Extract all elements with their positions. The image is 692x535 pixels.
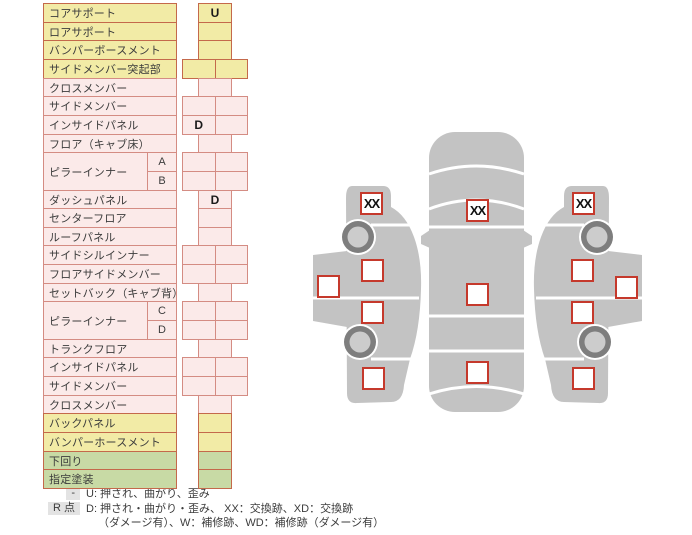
damage-cell (198, 227, 232, 246)
damage-cell-left (183, 321, 215, 339)
car-right-side-view (311, 184, 423, 405)
part-label: ピラーインナー (43, 152, 148, 191)
damage-cell (182, 171, 248, 191)
damage-cell (198, 451, 232, 470)
damage-cell-left (183, 377, 215, 395)
damage-cell (198, 40, 232, 60)
damage-cell (198, 395, 232, 414)
legend-text-d: D: 押され・曲がり・歪み、 XX：交換跡、XD：交換跡 （ダメージ有）、W：補… (86, 502, 416, 530)
part-label: 下回り (43, 451, 177, 470)
damage-cell-right (214, 116, 248, 134)
part-sub-label: D (147, 320, 177, 340)
legend-text-line2: （ダメージ有）、W：補修跡、WD：補修跡（ダメージ有） (98, 517, 385, 529)
part-label: セットバック（キャブ背） (43, 283, 177, 302)
parts-damage-table: コアサポート U ロアサポート バンパーボースメント サイドメンバー突起部 クロスメンバー… (0, 0, 260, 490)
damage-cell (182, 245, 248, 265)
damage-cell (198, 22, 232, 41)
part-label: ルーフパネル (43, 227, 177, 246)
part-label: サイドメンバー (43, 376, 177, 396)
damage-cell (198, 283, 232, 302)
damage-cell (198, 413, 232, 433)
part-label: サイドシルインナー (43, 245, 177, 265)
damage-cell-left (183, 172, 215, 190)
part-label: 指定塗装 (43, 469, 177, 489)
part-label: フロア（キャブ床） (43, 134, 177, 153)
legend-badge-minor: - (66, 487, 80, 500)
damage-cell (198, 78, 232, 97)
legend-text-u: U: 押され、曲がり、歪み (86, 488, 210, 500)
part-label: バンパーボースメント (43, 40, 177, 60)
damage-cell-right (214, 302, 248, 320)
damage-cell-left (183, 302, 215, 320)
car-top-view (421, 132, 532, 412)
part-sub-label: C (147, 301, 177, 321)
car-left-side-view (532, 184, 644, 405)
part-label: ロアサポート (43, 22, 177, 41)
damage-cell-right (214, 246, 248, 264)
part-label: センターフロア (43, 208, 177, 228)
part-label: クロスメンバー (43, 78, 177, 97)
part-label: インサイドパネル (43, 357, 177, 377)
part-label: サイドメンバー突起部 (43, 59, 177, 79)
part-label: バックパネル (43, 413, 177, 433)
panel-divider (428, 385, 525, 396)
damage-cell-right (214, 60, 248, 78)
part-label: インサイドパネル (43, 115, 177, 135)
legend-row: - U: 押され、曲がり、歪み (47, 487, 416, 501)
legend: - U: 押され、曲がり、歪み R 点 D: 押され・曲がり・歪み、 XX：交換… (47, 487, 416, 531)
damage-cell-left (183, 97, 215, 115)
part-label: ダッシュパネル (43, 190, 177, 209)
damage-cell: D (182, 115, 248, 135)
damage-cell: D (198, 190, 232, 209)
legend-row: R 点 D: 押され・曲がり・歪み、 XX：交換跡、XD：交換跡 （ダメージ有）… (47, 502, 416, 530)
damage-cell (198, 469, 232, 489)
damage-cell-right (214, 358, 248, 376)
damage-cell (182, 376, 248, 396)
damage-cell (182, 152, 248, 172)
part-label: サイドメンバー (43, 96, 177, 116)
legend-text-line1: D: 押され・曲がり・歪み、 XX：交換跡、XD：交換跡 (86, 503, 354, 515)
damage-cell-right (214, 97, 248, 115)
damage-cell-left: D (194, 118, 204, 132)
damage-cell (198, 432, 232, 452)
damage-cell-right (214, 265, 248, 283)
damage-cell (182, 59, 248, 79)
damage-cell (182, 96, 248, 116)
damage-cell-right (214, 377, 248, 395)
part-label: コアサポート (43, 3, 177, 23)
damage-cell-right (214, 172, 248, 190)
damage-cell (182, 264, 248, 284)
part-sub-label: A (147, 152, 177, 172)
part-label: ピラーインナー (43, 301, 148, 340)
damage-cell-left (183, 246, 215, 264)
damage-cell-left (183, 60, 215, 78)
part-label: バンパーホースメント (43, 432, 177, 452)
right-mirror-icon (523, 230, 532, 248)
damage-cell-right (214, 153, 248, 171)
panel-divider (428, 164, 525, 176)
damage-cell (198, 134, 232, 153)
damage-cell (182, 357, 248, 377)
damage-cell: U (198, 3, 232, 23)
part-label: フロアサイドメンバー (43, 264, 177, 284)
damage-cell (198, 339, 232, 358)
damage-cell-left (183, 358, 215, 376)
legend-badge-repair: R 点 (48, 502, 80, 515)
part-sub-label: B (147, 171, 177, 191)
damage-cell (198, 208, 232, 228)
damage-cell (182, 301, 248, 321)
damage-cell-left (183, 153, 215, 171)
part-label: クロスメンバー (43, 395, 177, 414)
damage-cell-right (214, 321, 248, 339)
damage-cell (182, 320, 248, 340)
damage-cell-left (183, 265, 215, 283)
part-label: トランクフロア (43, 339, 177, 358)
left-mirror-icon (421, 230, 430, 248)
